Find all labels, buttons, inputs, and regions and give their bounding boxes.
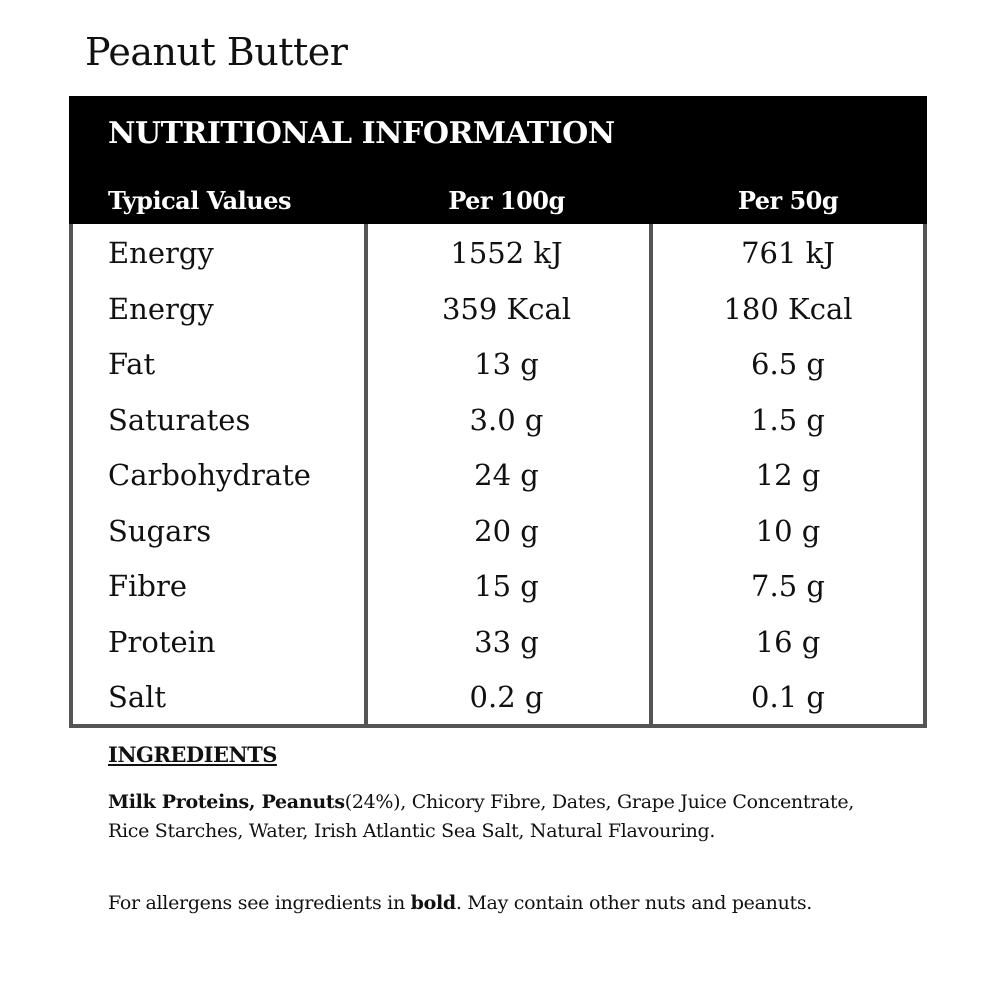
nutrient-value: 10 g — [755, 513, 821, 548]
table-row: Saturates 3.0 g 1.5 g — [73, 391, 923, 447]
column-header: Per 100g — [448, 186, 565, 215]
table-row: Fat 13 g 6.5 g — [73, 335, 923, 391]
nutrient-name: Fat — [108, 347, 156, 381]
table-row: Energy 359 Kcal 180 Kcal — [73, 280, 923, 336]
nutrient-name: Sugars — [108, 513, 212, 548]
product-title: Peanut Butter — [85, 30, 348, 74]
nutrient-value: 13 g — [474, 347, 539, 381]
nutrient-value: 359 Kcal — [441, 291, 572, 326]
nutrient-value: 761 kJ — [741, 236, 835, 270]
nutrient-value: 180 Kcal — [723, 291, 853, 326]
nutrient-value: 24 g — [474, 458, 539, 492]
nutrient-name: Salt — [108, 680, 167, 714]
table-body: Energy 1552 kJ 761 kJ Energy 359 Kcal 180 Kca… — [73, 224, 923, 724]
ingredients-rest: (24%), Chicory Fibre, Dates, Grape Juice… — [108, 791, 855, 842]
column-header: Typical Values — [108, 186, 292, 215]
allergen-bold: bold — [410, 892, 457, 914]
nutrient-name: Energy — [108, 291, 214, 326]
column-header: Per 50g — [737, 186, 839, 215]
allergen-note: For allergens see ingredients in bold. M… — [108, 889, 878, 918]
nutrient-value: 12 g — [755, 458, 821, 492]
nutrient-value: 33 g — [474, 624, 539, 659]
table-row: Fibre 15 g 7.5 g — [73, 557, 923, 613]
nutrient-name: Carbohydrate — [108, 458, 311, 492]
nutrient-value: 6.5 g — [751, 347, 825, 381]
table-row: Carbohydrate 24 g 12 g — [73, 446, 923, 502]
allergen-text: . May contain other nuts and peanuts. — [455, 892, 813, 914]
column-divider — [364, 224, 368, 724]
nutrient-name: Protein — [108, 624, 216, 659]
table-row: Protein 33 g 16 g — [73, 613, 923, 669]
nutrient-value: 1.5 g — [751, 402, 825, 437]
ingredients-heading: INGREDIENTS — [108, 742, 277, 767]
table-header: NUTRITIONAL INFORMATION Typical Values P… — [69, 96, 927, 224]
allergen-text: For allergens see ingredients in — [108, 892, 411, 914]
nutrient-value: 1552 kJ — [450, 236, 563, 270]
nutrient-value: 0.1 g — [751, 680, 825, 714]
table-heading: NUTRITIONAL INFORMATION — [108, 116, 615, 151]
nutrient-name: Fibre — [108, 569, 187, 603]
nutrient-value: 0.2 g — [469, 680, 544, 714]
table-row: Energy 1552 kJ 761 kJ — [73, 224, 923, 280]
nutrient-value: 7.5 g — [751, 569, 825, 603]
table-row: Salt 0.2 g 0.1 g — [73, 668, 923, 724]
nutrient-value: 16 g — [755, 624, 821, 659]
ingredients-text: Milk Proteins, Peanuts(24%), Chicory Fib… — [108, 788, 878, 846]
nutrient-value: 3.0 g — [469, 402, 544, 437]
nutrient-value: 15 g — [474, 569, 539, 603]
nutrient-name: Saturates — [108, 402, 251, 437]
table-row: Sugars 20 g 10 g — [73, 502, 923, 558]
nutrient-value: 20 g — [474, 513, 539, 548]
nutrient-name: Energy — [108, 236, 214, 270]
ingredients-bold: Milk Proteins, Peanuts — [108, 791, 345, 813]
column-divider — [649, 224, 653, 724]
nutrition-table: NUTRITIONAL INFORMATION Typical Values P… — [69, 96, 927, 728]
